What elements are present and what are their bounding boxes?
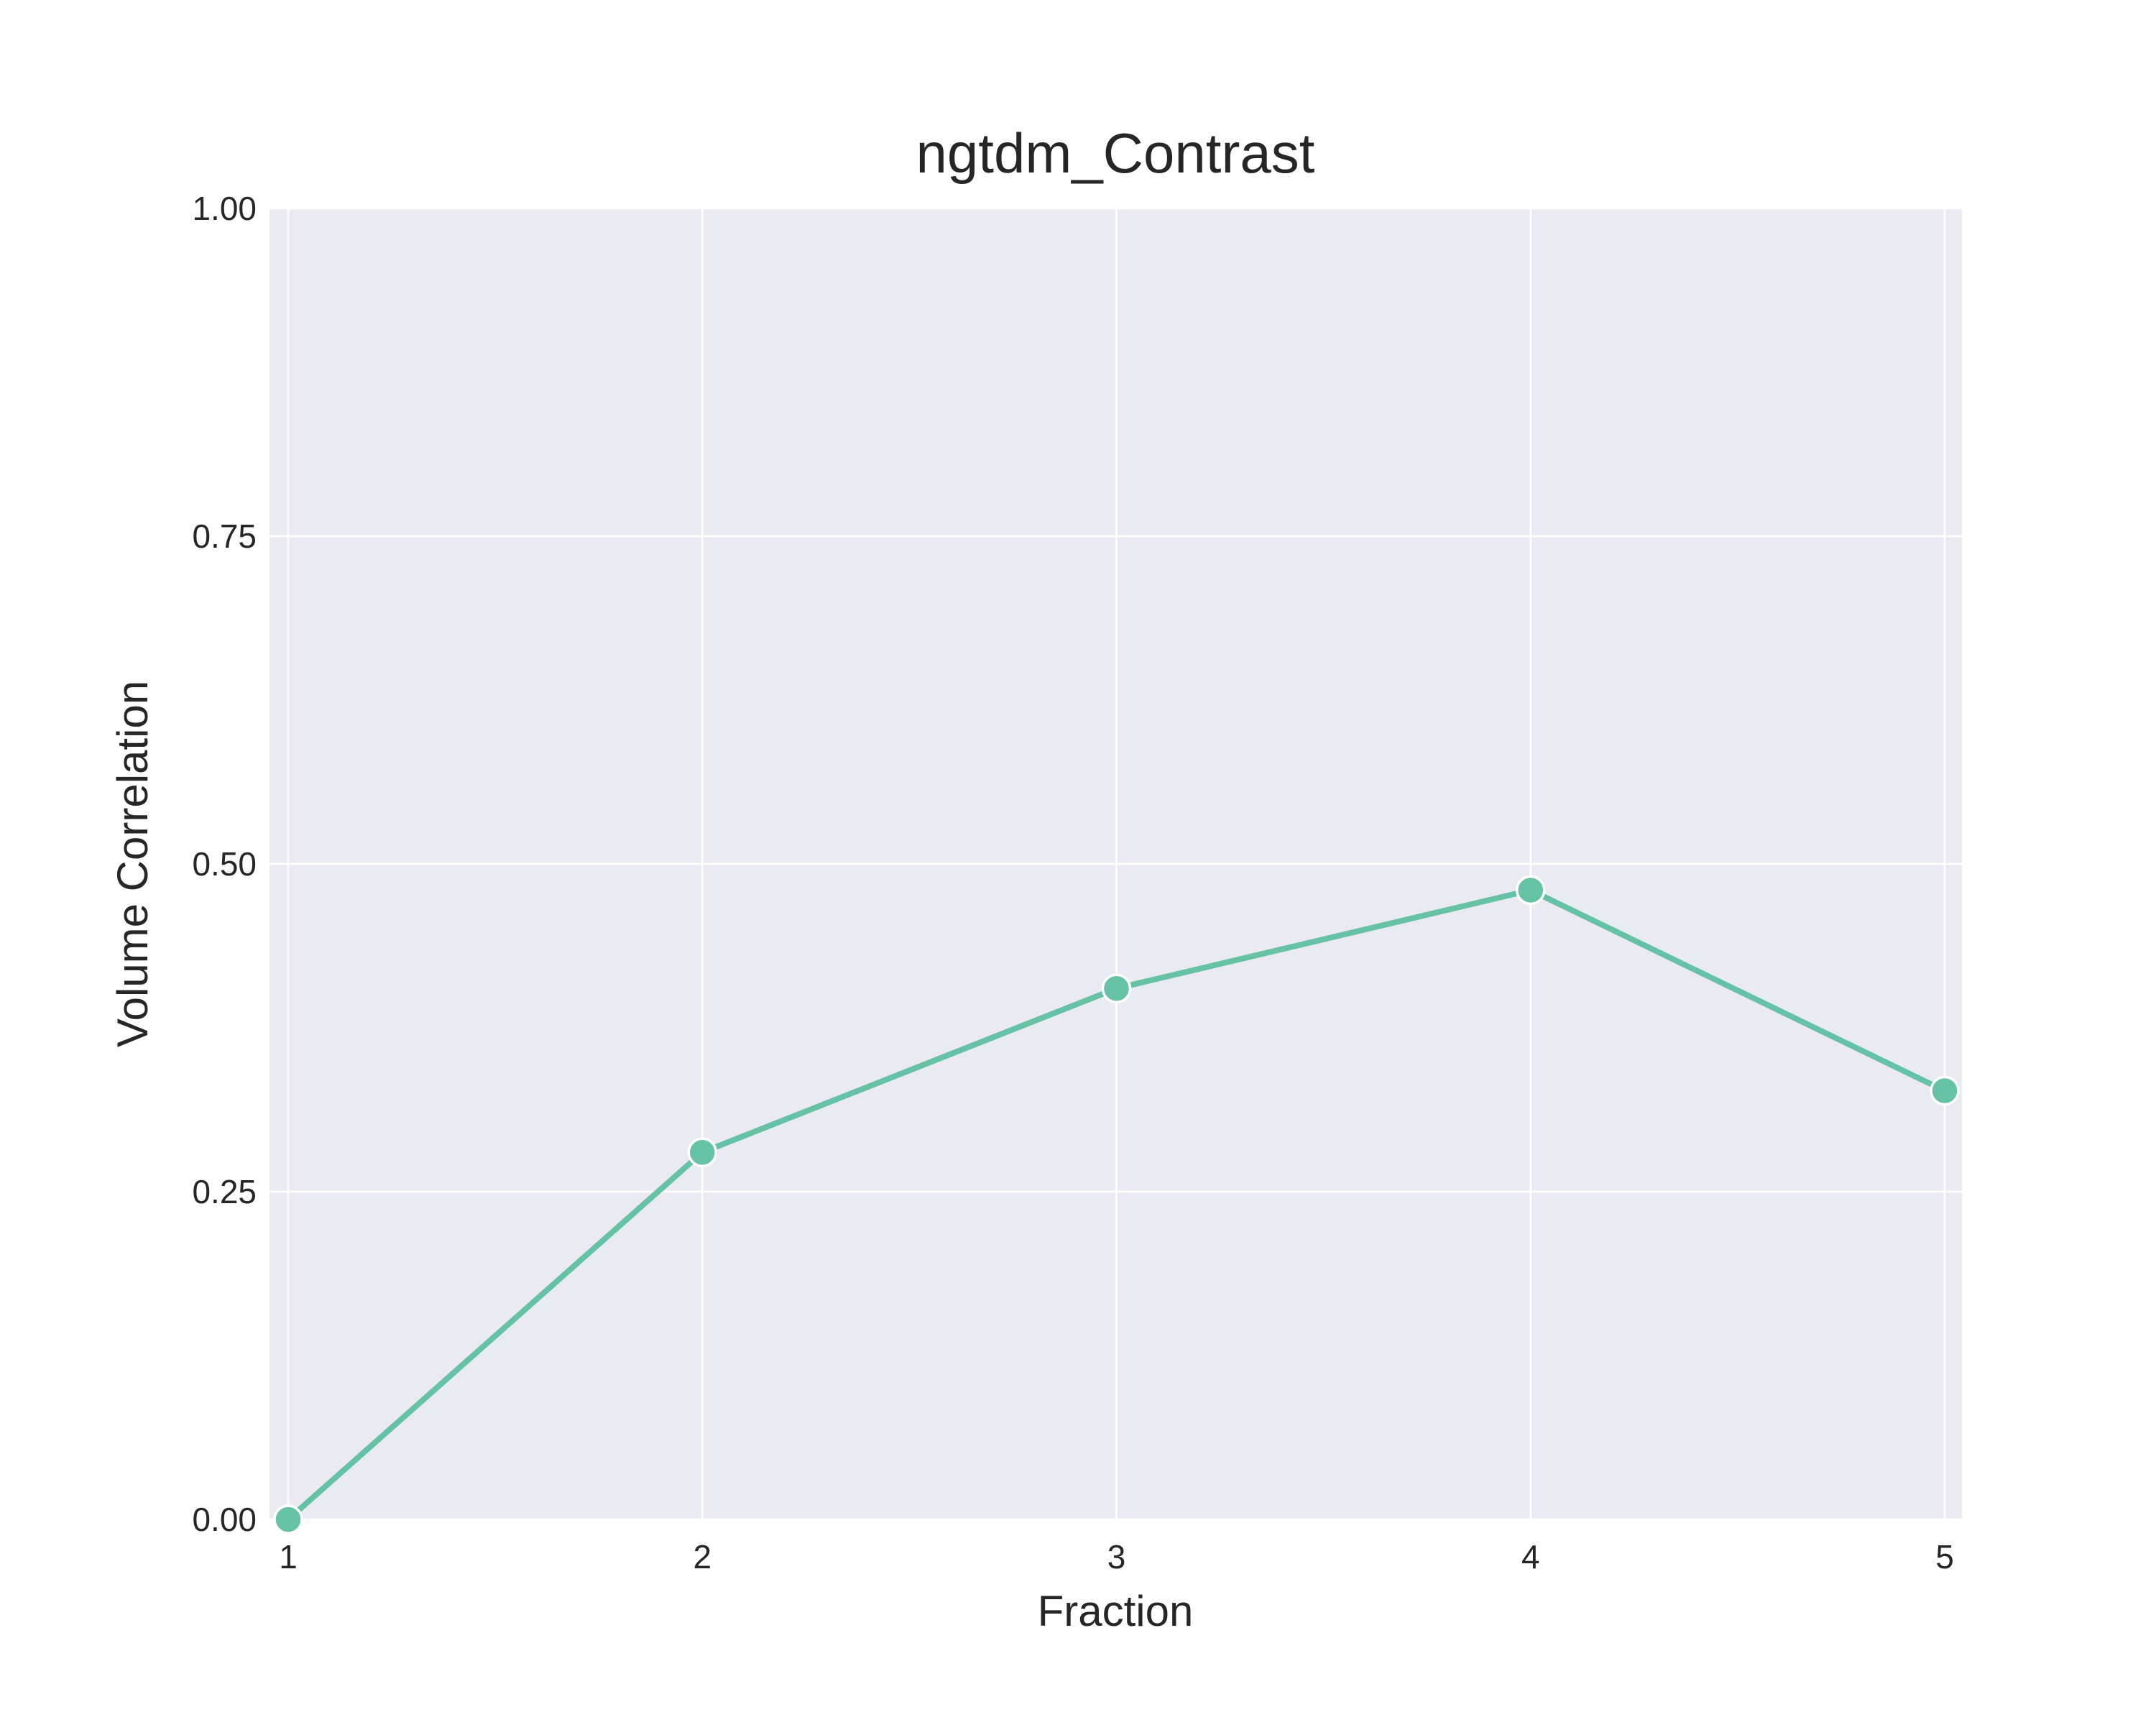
chart-title: ngtdm_Contrast <box>916 121 1315 185</box>
y-axis-label: Volume Correlation <box>109 681 157 1047</box>
series-group <box>273 875 1960 1535</box>
x-tick-label: 2 <box>693 1538 711 1576</box>
data-point <box>1101 973 1132 1004</box>
grid-lines <box>270 207 1962 1521</box>
data-point <box>273 1504 303 1535</box>
y-tick-label: 0.50 <box>192 845 257 883</box>
data-point <box>687 1137 717 1168</box>
x-tick-label: 1 <box>279 1538 298 1576</box>
y-tick-label: 0.25 <box>192 1173 257 1210</box>
y-tick-labels: 0.00 0.25 0.50 0.75 1.00 <box>192 190 257 1538</box>
x-tick-label: 5 <box>1935 1538 1954 1576</box>
y-tick-label: 1.00 <box>192 190 257 227</box>
y-tick-label: 0.75 <box>192 518 257 555</box>
x-tick-label: 3 <box>1107 1538 1126 1576</box>
x-axis-label: Fraction <box>1038 1587 1194 1635</box>
x-tick-labels: 1 2 3 4 5 <box>279 1538 1954 1576</box>
y-tick-label: 0.00 <box>192 1501 257 1538</box>
data-point <box>1930 1075 1960 1106</box>
x-tick-label: 4 <box>1521 1538 1540 1576</box>
data-point <box>1516 875 1546 906</box>
